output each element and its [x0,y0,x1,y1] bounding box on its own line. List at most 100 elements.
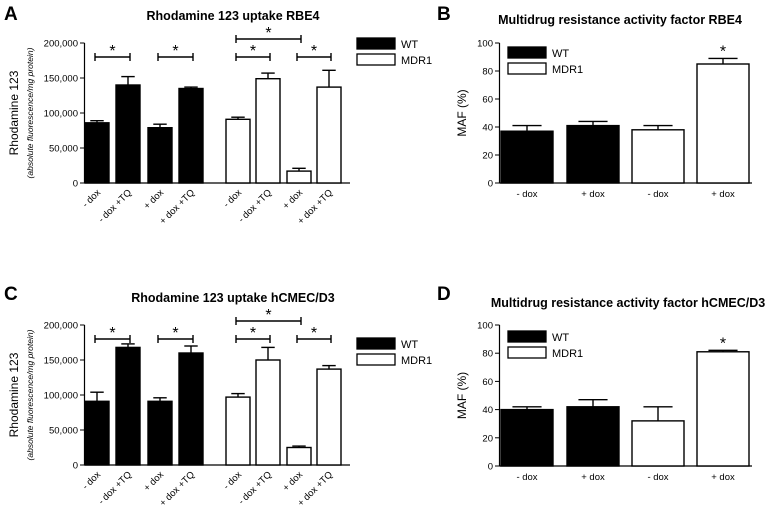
bar [286,446,312,466]
legend-label: MDR1 [552,348,583,360]
category-label: + dox [581,189,605,200]
bar [178,352,204,466]
y-tick-label: 0 [73,461,78,472]
legend-label: WT [552,332,569,344]
legend-swatch [507,46,547,59]
category-label: + dox [281,469,306,494]
legend-swatch [356,37,396,50]
legend-label: MDR1 [401,55,432,67]
category-label: + dox [142,187,167,212]
category-label: + dox [581,472,605,483]
category-label: + dox [711,189,735,200]
y-tick-label: 20 [482,151,493,162]
category-label: - dox [80,187,103,210]
bar [84,122,110,184]
y-tick-label: 100 [477,39,493,50]
bar [631,420,685,467]
category-label: - dox [647,472,668,483]
bar [225,118,251,184]
significance-star: * [265,25,271,42]
bar [500,408,554,467]
y-tick-label: 150,000 [44,356,78,367]
bar [255,359,281,466]
bar [225,396,251,466]
y-tick-label: 60 [482,377,493,388]
legend-label: WT [401,339,418,351]
chart-title: Multidrug resistance activity factor hCM… [491,296,765,310]
y-axis-label: Rhodamine 123 [7,352,21,437]
y-tick-label: 80 [482,67,493,78]
y-axis-sublabel: (absolute fluorescence/mg protein) [25,47,35,178]
category-label: - dox [516,472,537,483]
y-tick-label: 50,000 [49,426,78,437]
significance-star: * [250,325,256,342]
bar [147,126,173,184]
significance-star: * [311,325,317,342]
category-label: + dox [142,469,167,494]
bar [286,170,312,184]
category-label: - dox +TQ [96,187,134,225]
legend-swatch [507,330,547,343]
y-tick-label: 50,000 [49,144,78,155]
bar [566,406,620,467]
category-label: - dox [221,469,244,492]
bar [566,124,620,184]
y-tick-label: 0 [488,179,493,190]
bar [696,63,750,184]
significance-star: * [720,335,726,352]
category-label: + dox [281,187,306,212]
panel-label: B [437,4,451,25]
y-tick-label: 150,000 [44,74,78,85]
legend-swatch [507,346,547,359]
bar [316,368,342,466]
significance-star: * [265,307,271,324]
bar [178,87,204,184]
legend-swatch [356,337,396,350]
y-tick-label: 80 [482,349,493,360]
bar [84,400,110,466]
legend-label: WT [401,39,418,51]
panel-label: D [437,284,451,305]
y-tick-label: 40 [482,405,493,416]
y-tick-label: 100,000 [44,391,78,402]
legend-label: WT [552,48,569,60]
bar [147,400,173,466]
y-axis-sublabel: (absolute fluorescence/mg protein) [25,329,35,460]
category-label: - dox [80,469,103,492]
panel-label: A [4,4,18,25]
category-label: - dox [647,189,668,200]
bar [631,129,685,184]
category-label: + dox [711,472,735,483]
bar [115,346,141,466]
bar [316,86,342,184]
legend-swatch [356,53,396,66]
y-tick-label: 200,000 [44,39,78,50]
y-tick-label: 200,000 [44,321,78,332]
bar [500,130,554,184]
y-axis-label: Rhodamine 123 [7,70,21,155]
category-label: - dox [221,187,244,210]
bar [696,351,750,467]
y-tick-label: 100 [477,321,493,332]
chart-title: Rhodamine 123 uptake hCMEC/D3 [131,291,335,305]
legend-swatch [507,62,547,75]
legend-label: MDR1 [401,355,432,367]
bar [115,84,141,184]
chart-title: Multidrug resistance activity factor RBE… [498,13,742,27]
y-tick-label: 40 [482,123,493,134]
significance-star: * [311,43,317,60]
y-tick-label: 100,000 [44,109,78,120]
category-label: - dox [516,189,537,200]
legend-label: MDR1 [552,64,583,76]
y-axis-label: MAF (%) [455,89,469,136]
y-tick-label: 0 [73,179,78,190]
significance-star: * [720,43,726,60]
significance-star: * [109,43,115,60]
y-tick-label: 0 [488,462,493,473]
panel-label: C [4,284,18,305]
chart-title: Rhodamine 123 uptake RBE4 [147,9,320,23]
significance-star: * [172,43,178,60]
bar [255,77,281,184]
significance-star: * [250,43,256,60]
